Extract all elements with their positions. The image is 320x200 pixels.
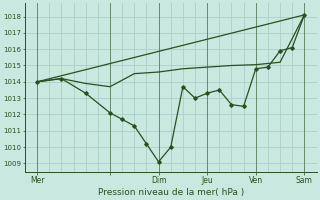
X-axis label: Pression niveau de la mer( hPa ): Pression niveau de la mer( hPa ) [98, 188, 244, 197]
